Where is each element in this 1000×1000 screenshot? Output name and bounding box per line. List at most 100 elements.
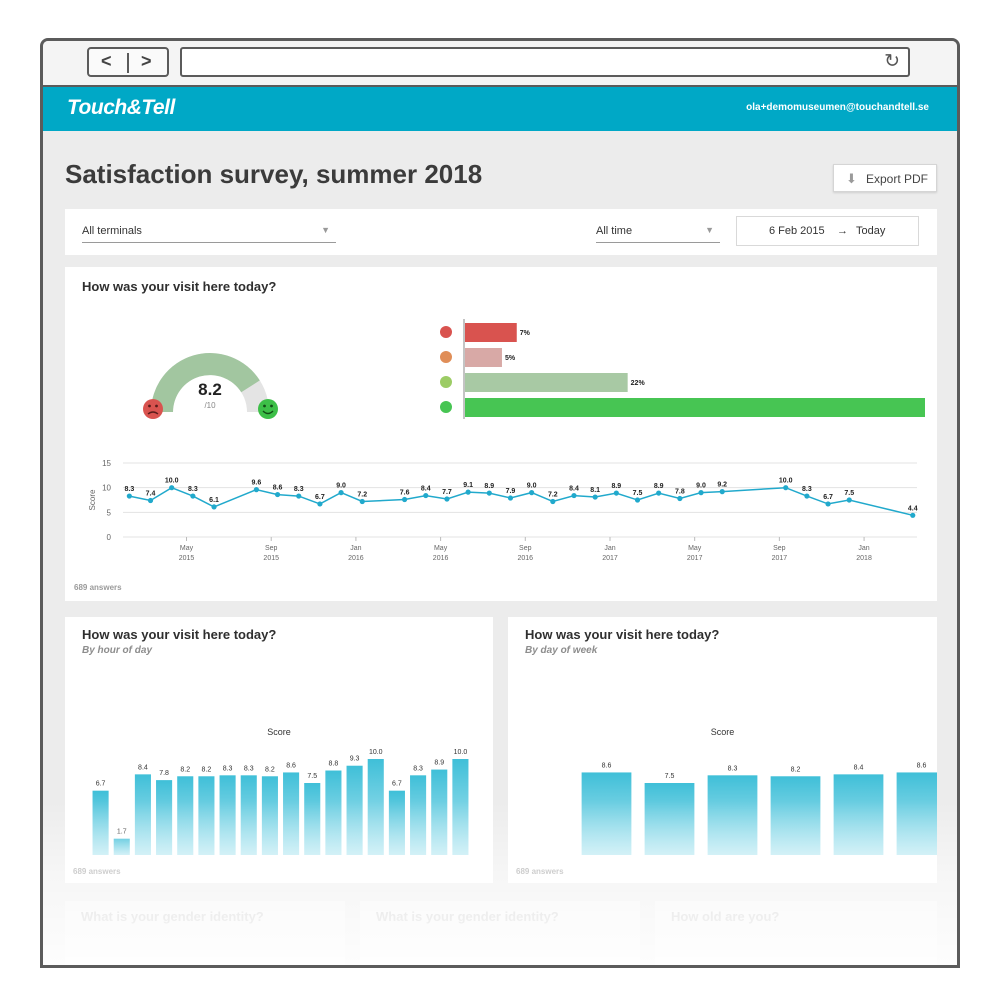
data-point [846,497,852,503]
data-point [486,490,492,496]
point-label: 10.0 [165,478,179,485]
bar-value-label: 8.6 [286,762,296,769]
point-label: 9.0 [336,483,346,490]
filter-bar: All terminals ▼ All time ▼ 6 Feb 2015 → … [65,209,937,255]
point-label: 6.7 [315,494,325,501]
bar [261,776,278,855]
bar [707,775,758,855]
bar [367,759,384,855]
data-point [465,489,471,495]
x-tick-month: May [688,545,702,552]
y-tick-label: 0 [107,533,112,542]
very-sad-face-icon [440,326,452,338]
point-label: 7.9 [506,488,516,495]
data-point [804,493,810,499]
data-point [253,487,259,493]
reload-icon[interactable]: ↻ [884,51,900,72]
point-label: 7.4 [146,490,156,497]
point-label: 7.5 [633,490,643,497]
bar-value-label: 7.8 [159,770,169,777]
data-point [211,504,217,510]
gender-card-title: What is your gender identity? [81,909,264,924]
data-point [677,495,683,502]
x-tick-month: May [180,545,194,552]
bar [283,772,300,855]
bar-value-label: 10.0 [454,749,468,756]
data-point [359,498,365,505]
x-tick-year: 2016 [518,555,534,562]
point-label: 4.4 [908,505,918,512]
user-email[interactable]: ola+demomuseumen@touchandtell.se [746,102,929,113]
date-range-picker[interactable]: 6 Feb 2015 → Today [736,216,919,246]
back-button[interactable]: < [101,51,112,71]
data-point [783,485,789,491]
browser-toolbar: < > ↻ [43,41,957,87]
chevron-down-icon: ▼ [705,225,714,235]
x-tick-month: Sep [773,545,786,552]
point-label: 9.2 [717,482,727,489]
answer-count: 689 answers [74,583,122,592]
export-pdf-button[interactable]: ⬇ Export PDF [833,164,937,192]
distribution-bar [465,348,502,367]
x-tick-month: May [434,545,448,552]
happy-face-icon [258,399,278,419]
bar-value-label: 9.3 [350,756,360,763]
point-label: 7.2 [548,491,558,498]
x-tick-year: 2015 [263,555,279,562]
distribution-label: 7% [520,330,531,337]
bar [325,770,342,855]
point-label: 7.2 [357,491,367,498]
distribution-bar [465,323,517,342]
bar [134,774,151,855]
data-point [613,490,619,496]
gender-card-2-title: What is your gender identity? [376,909,559,924]
data-point [274,491,281,498]
period-dropdown[interactable]: All time ▼ [596,219,720,243]
point-label: 7.7 [442,489,452,496]
point-label: 9.0 [527,483,537,490]
point-label: 8.6 [273,485,283,492]
y-tick-label: 15 [102,459,111,468]
bar-value-label: 1.7 [117,829,127,836]
x-tick-month: Jan [604,545,615,552]
x-tick-month: Sep [519,545,532,552]
overview-card: How was your visit here today? 8.2 /10 7… [65,267,937,601]
bar-value-label: 10.0 [369,749,383,756]
data-point [147,497,154,504]
terminal-dropdown[interactable]: All terminals ▼ [82,219,336,243]
x-tick-year: 2017 [687,555,703,562]
bar [113,838,130,855]
data-point [169,485,175,491]
arrow-right-icon: → [837,225,848,237]
point-label: 9.0 [696,483,706,490]
bar [198,776,215,855]
point-label: 8.1 [590,487,600,494]
point-label: 10.0 [779,478,793,485]
nav-buttons: < > [87,47,169,77]
distribution-chart: 7%5%22%66% [440,319,925,419]
forward-button[interactable]: > [141,51,152,71]
x-tick-year: 2017 [772,555,788,562]
bar-value-label: 7.5 [665,773,675,780]
bar-value-label: 8.4 [138,764,148,771]
distribution-bar [465,398,925,417]
data-point [634,497,641,503]
answer-count: 689 answers [516,867,564,876]
data-point [550,498,556,505]
bar [388,790,405,855]
bar [156,780,173,855]
data-point [296,493,302,499]
sad-face-icon [440,351,452,363]
address-bar[interactable]: ↻ [180,47,910,77]
chevron-down-icon: ▼ [321,225,330,235]
point-label: 8.9 [654,483,664,490]
data-point [402,496,408,503]
happy-face-icon [440,376,452,388]
score-gauge [143,353,278,419]
date-from: 6 Feb 2015 [769,225,825,237]
bar [644,783,695,855]
distribution-label: 5% [505,355,516,362]
data-point [719,489,725,495]
app-logo[interactable]: Touch&Tell [67,96,175,119]
point-label: 9.1 [463,482,473,489]
